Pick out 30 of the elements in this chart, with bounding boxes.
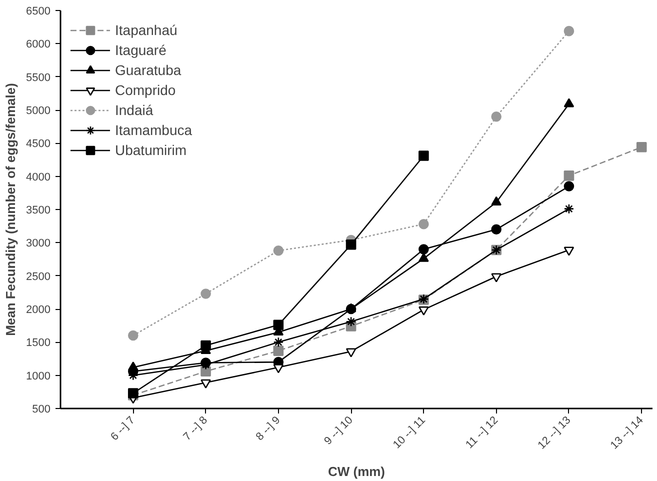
x-tick-label: 13 --] 14 — [608, 414, 646, 452]
x-tick-label: 11 --] 12 — [464, 414, 501, 452]
y-tick-label: 1000 — [26, 370, 51, 382]
y-tick-label: 6500 — [26, 6, 51, 18]
x-tick-label: 9 --] 10 — [322, 414, 356, 448]
legend-label: Itapanhaú — [115, 21, 178, 39]
y-tick-label: 3000 — [26, 238, 51, 250]
legend-label: Ubatumirim — [115, 141, 187, 159]
legend-label: Itamambuca — [115, 121, 192, 139]
y-axis-title: Mean Fecundity (number of eggs/female) — [3, 83, 18, 336]
y-tick-label: 5500 — [26, 72, 51, 84]
y-tick-label: 1500 — [26, 337, 51, 350]
y-tick-label: 5000 — [26, 105, 51, 117]
x-tick-label: 12 --] 13 — [536, 414, 574, 452]
y-tick-label: 4000 — [26, 171, 51, 184]
x-tick-label: 6 --] 7 — [108, 414, 138, 444]
x-tick-label: 8 --] 9 — [254, 414, 283, 444]
legend-label: Itaguaré — [115, 41, 166, 59]
legend-label: Comprido — [115, 81, 176, 99]
y-tick-label: 3500 — [26, 204, 51, 216]
y-tick-label: 4500 — [26, 138, 51, 150]
legend-label: Guaratuba — [115, 61, 182, 79]
x-tick-label: 10 --] 11 — [391, 414, 428, 452]
y-tick-label: 6000 — [26, 38, 51, 51]
y-tick-label: 2000 — [26, 304, 51, 316]
y-tick-label: 2500 — [26, 270, 51, 283]
x-tick-label: 7 --] 8 — [181, 414, 210, 444]
legend-label: Indaiá — [115, 101, 154, 119]
y-tick-label: 500 — [32, 404, 51, 416]
x-axis-title: CW (mm) — [328, 464, 386, 479]
